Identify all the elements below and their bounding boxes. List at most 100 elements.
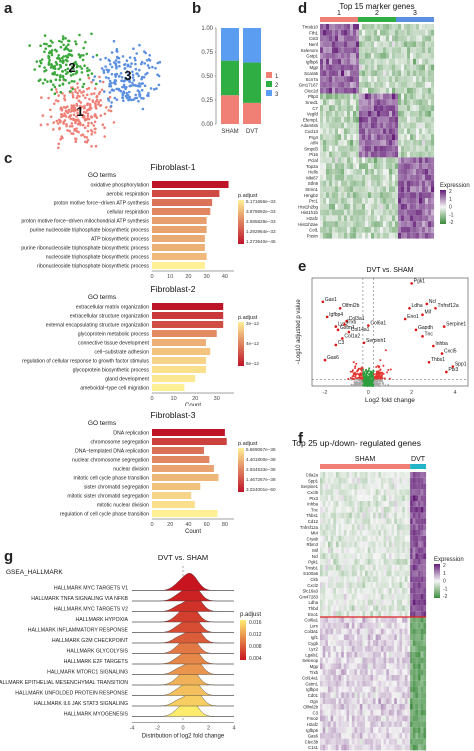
heatmap-cell (335, 122, 339, 129)
heatmap-cell (368, 174, 372, 181)
heatmap-cell (378, 518, 382, 525)
heatmap-cell (407, 657, 411, 664)
heatmap-cell (338, 640, 342, 646)
heatmap-cell (413, 232, 417, 239)
heatmap-cell (398, 203, 402, 210)
heatmap-cell (373, 733, 376, 739)
heatmap-cell (351, 640, 355, 646)
heatmap-cell (343, 715, 347, 722)
heatmap-cell (420, 733, 424, 739)
cluster-point (75, 129, 79, 133)
heatmap-cell (329, 122, 333, 129)
cluster-point (86, 124, 90, 128)
heatmap-cell (357, 576, 360, 583)
heatmap-cell (412, 559, 416, 565)
heatmap-cell (338, 82, 342, 88)
heatmap-cell (368, 41, 372, 48)
heatmap-cell (322, 530, 326, 536)
heatmap-cell (347, 186, 351, 193)
heatmap-cell (330, 570, 334, 577)
heatmap-cell (374, 209, 378, 216)
heatmap-cell (325, 617, 329, 623)
gene-label: Tnfrsf12a (438, 303, 459, 309)
heatmap-cell (359, 227, 363, 233)
heatmap-cell (322, 663, 326, 670)
heatmap-cell (380, 489, 384, 496)
go-bar (152, 483, 201, 490)
heatmap-cell (338, 663, 342, 670)
gene-label: Col14a1 (351, 327, 370, 333)
heatmap-cell (380, 41, 384, 48)
heatmap-cell (428, 145, 432, 152)
cluster-point (138, 68, 141, 72)
heatmap-cell (333, 675, 336, 681)
heatmap-cell (343, 686, 347, 693)
heatmap-cell (380, 541, 384, 548)
heatmap-cell (343, 698, 347, 704)
volcano-point (363, 379, 366, 382)
heatmap-cell (373, 727, 376, 733)
heatmap-cell (320, 58, 324, 65)
heatmap-cell (338, 553, 342, 559)
x-tick-label: 10 (171, 396, 177, 402)
cluster-point (73, 109, 76, 113)
heatmap-cell (330, 675, 334, 681)
heatmap-cell (428, 192, 432, 198)
heatmap-cell (399, 680, 403, 687)
heatmap-cell (407, 715, 411, 722)
heatmap-cell (377, 29, 381, 36)
heatmap-cell (323, 76, 327, 82)
heatmap-cell (420, 692, 424, 699)
heatmap-cell (388, 570, 392, 577)
volcano-point (389, 368, 392, 371)
heatmap-cell (341, 663, 344, 670)
heatmap-cell (407, 692, 411, 699)
cluster-point (101, 123, 105, 126)
labeled-gene-point (403, 317, 407, 321)
heatmap-cell (410, 29, 414, 36)
heatmap-cell (407, 669, 411, 675)
heatmap-cell (380, 506, 384, 513)
heatmap-cell (349, 727, 352, 733)
heatmap-cell (353, 47, 357, 53)
heatmap-cell (416, 203, 420, 210)
go-term-label: aerobic respiration (106, 191, 149, 197)
heatmap-cell (412, 733, 416, 739)
heatmap-cell (349, 698, 352, 704)
heatmap-cell (415, 489, 419, 496)
heatmap-cell (407, 215, 411, 222)
heatmap-cell (323, 221, 327, 227)
x-tick-label: 2 (410, 390, 413, 396)
cluster-point (47, 61, 51, 64)
heatmap-cell (323, 64, 327, 71)
heatmap-cell (338, 686, 342, 693)
cluster-point (108, 84, 111, 88)
heatmap-cell (399, 477, 403, 484)
cluster-point (115, 67, 118, 70)
heatmap-cell (373, 512, 376, 519)
heatmap-cell (320, 709, 323, 716)
heatmap-cell (416, 58, 420, 65)
group-bar (320, 464, 411, 469)
heatmap-cell (367, 738, 371, 745)
bar-segment (221, 60, 239, 96)
heatmap-cell (322, 506, 326, 513)
heatmap-cell (404, 227, 408, 233)
heatmap-cell (335, 41, 339, 48)
heatmap-cell (420, 472, 424, 478)
heatmap-cell (402, 593, 405, 600)
volcano-point (374, 379, 377, 382)
heatmap-cell (420, 588, 424, 594)
heatmap-cell (320, 64, 324, 71)
heatmap-cell (423, 518, 427, 525)
heatmap-cell (428, 209, 432, 216)
heatmap-cell (415, 634, 419, 641)
heatmap-cell (407, 203, 411, 210)
heatmap-cell (341, 588, 344, 594)
heatmap-cell (359, 709, 363, 716)
heatmap-cell (380, 547, 384, 554)
heatmap-cell (362, 29, 366, 36)
heatmap-cell (419, 180, 423, 187)
heatmap-cell (362, 698, 366, 704)
cluster-point (137, 99, 140, 103)
